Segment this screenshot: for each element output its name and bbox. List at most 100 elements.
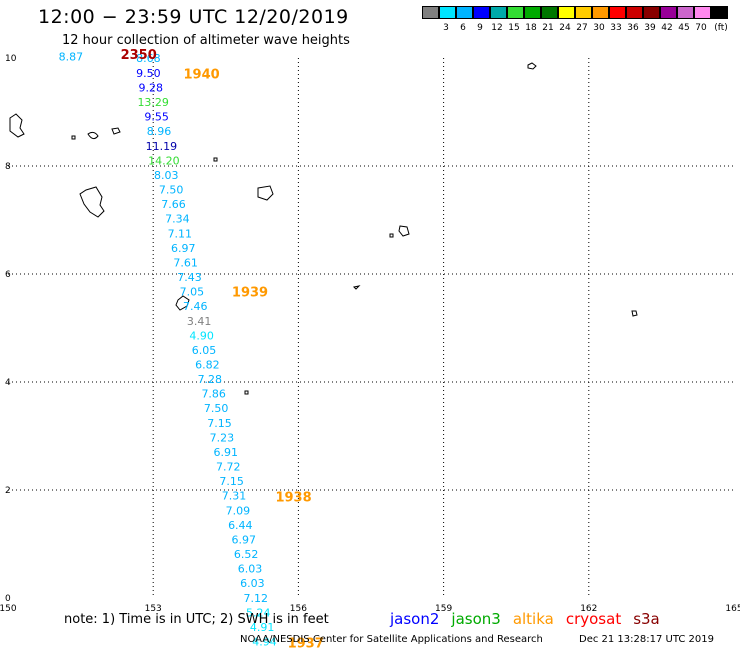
scale-label: 3 (443, 23, 449, 33)
wave-height-label: 6.44 (228, 519, 253, 532)
island-outlines (9, 62, 638, 395)
wave-height-label: 9.28 (139, 81, 164, 94)
scale-swatch (575, 6, 592, 19)
pass-time-label: 1940 (184, 68, 220, 83)
island-outline (87, 131, 99, 140)
scale-label: 18 (525, 23, 537, 33)
scale-swatch (422, 6, 439, 19)
lon-tick-label: 156 (290, 604, 307, 614)
grid-lines (8, 58, 734, 598)
wave-height-label: 7.12 (244, 592, 269, 605)
wave-height-label: 7.15 (219, 475, 244, 488)
wave-height-label: 7.05 (180, 286, 205, 299)
scale-swatch (507, 6, 524, 19)
island-outline (213, 157, 218, 162)
pass-time-label: 1937 (288, 637, 324, 650)
scale-label: 15 (508, 23, 520, 33)
chart-title: 12:00 − 23:59 UTC 12/20/2019 (38, 6, 349, 28)
wave-height-label: 6.91 (214, 446, 239, 459)
wave-height-label: 7.72 (216, 461, 241, 474)
satellite-label: cryosat (565, 610, 622, 628)
chart-subtitle: 12 hour collection of altimeter wave hei… (62, 33, 350, 48)
island-outline (527, 62, 537, 70)
scale-swatch (439, 6, 456, 19)
island-outline (352, 285, 361, 290)
wave-height-label: 8.96 (147, 125, 172, 138)
pass-time-label: 2350 (121, 48, 157, 63)
wave-height-label: 3.41 (187, 315, 212, 328)
island-outline (9, 113, 25, 138)
lon-tick-label: 159 (435, 604, 452, 614)
pass-time-label: 1938 (275, 490, 311, 505)
wave-height-label: 7.15 (207, 417, 232, 430)
satellite-label: s3a (633, 610, 660, 628)
wave-height-label: 8.87 (59, 51, 84, 64)
scale-swatch (677, 6, 694, 19)
wave-height-label: 8.68 (136, 52, 161, 65)
scale-swatch (592, 6, 609, 19)
lat-tick-label: 8 (5, 162, 11, 172)
island-outline (389, 233, 394, 238)
wave-height-label: 7.11 (168, 227, 193, 240)
scale-unit: (ft) (714, 23, 728, 33)
wave-height-label: 4.90 (189, 329, 214, 342)
scale-swatch (643, 6, 660, 19)
wave-height-label: 7.46 (183, 300, 208, 313)
wave-height-label: 7.50 (204, 402, 229, 415)
scale-label: 9 (477, 23, 483, 33)
wave-height-label: 7.28 (198, 373, 223, 386)
lat-tick-label: 10 (5, 54, 17, 64)
wave-height-label: 9.55 (144, 111, 169, 124)
wave-height-label: 6.05 (192, 344, 217, 357)
scale-label: 12 (491, 23, 503, 33)
wave-height-label: 6.52 (234, 548, 259, 561)
scale-swatch (541, 6, 558, 19)
generation-timestamp: Dec 21 13:28:17 UTC 2019 (579, 634, 714, 645)
scale-label: 36 (627, 23, 639, 33)
scale-swatch (473, 6, 490, 19)
lon-tick-label: 162 (580, 604, 597, 614)
scale-label: 33 (610, 23, 622, 33)
wave-height-label: 7.34 (165, 213, 190, 226)
credit-line: NOAA/NESDIS Center for Satellite Applica… (240, 634, 543, 645)
pass-time-labels: 2350 1940 1939 1938 1937 (121, 48, 324, 650)
scale-swatch (711, 6, 728, 19)
scale-swatch (626, 6, 643, 19)
wave-height-label: 7.66 (161, 198, 186, 211)
island-outline (244, 390, 249, 395)
lon-tick-label: 165 (725, 604, 740, 614)
lat-tick-label: 2 (5, 486, 11, 496)
island-outline (398, 225, 410, 237)
scale-label: 24 (559, 23, 571, 33)
wave-height-label: 6.97 (231, 533, 256, 546)
satellite-label: jason3 (451, 610, 501, 628)
axis-ticks: 150 153 156 159 162 165 0 2 4 6 8 10 (0, 54, 740, 614)
wave-height-label: 6.82 (195, 359, 220, 372)
wave-height-label: 4.94 (252, 636, 277, 649)
wave-height-label: 6.03 (238, 563, 263, 576)
wave-height-label: 4.91 (250, 621, 275, 634)
satellite-legend: jason2 jason3 altika cryosat s3a (390, 610, 672, 628)
scale-label: 45 (678, 23, 690, 33)
wave-height-label: 7.61 (173, 256, 198, 269)
scale-label: 27 (576, 23, 588, 33)
scale-swatch (694, 6, 711, 19)
footer-note: note: 1) Time is in UTC; 2) SWH is in fe… (64, 612, 329, 627)
wave-height-label: 7.09 (226, 504, 251, 517)
lon-tick-label: 153 (145, 604, 162, 614)
scale-label: 42 (661, 23, 673, 33)
wave-height-label: 7.50 (159, 184, 184, 197)
island-outline (111, 127, 121, 135)
satellite-label: jason2 (390, 610, 440, 628)
island-outline (71, 135, 76, 140)
wave-height-label: 7.86 (201, 388, 226, 401)
wave-height-label: 14.20 (148, 154, 180, 167)
lat-tick-label: 0 (5, 594, 11, 604)
scale-label: 39 (644, 23, 656, 33)
island-outline (257, 185, 274, 201)
lat-tick-label: 6 (5, 270, 11, 280)
wave-height-label: 9.50 (136, 67, 161, 80)
wave-height-label: 5.24 (246, 606, 271, 619)
island-outline (631, 310, 638, 317)
